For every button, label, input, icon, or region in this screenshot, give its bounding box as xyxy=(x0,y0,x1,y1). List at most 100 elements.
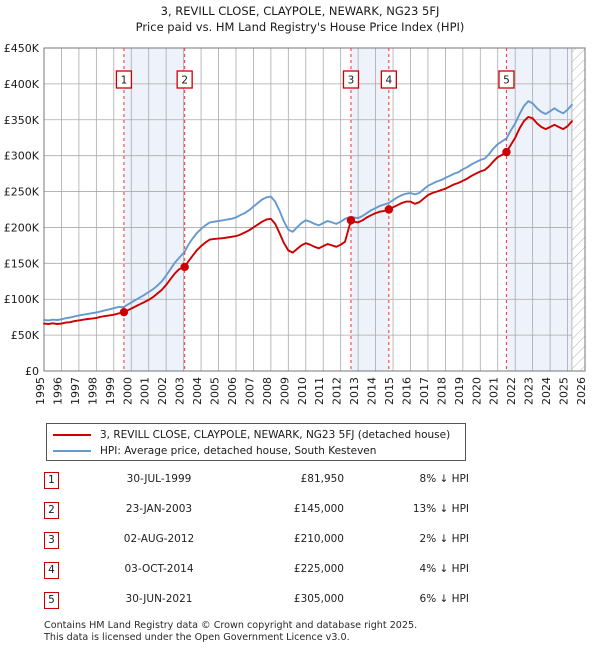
y-axis-tick-label: £0 xyxy=(25,365,39,378)
transaction-badge: 1 xyxy=(44,472,59,489)
transaction-badge: 4 xyxy=(44,562,59,579)
x-axis-tick-label: 2011 xyxy=(313,377,326,405)
transaction-marker-number: 1 xyxy=(121,75,128,87)
x-axis-tick-label: 1999 xyxy=(104,377,117,405)
transaction-date: 23-JAN-2003 xyxy=(125,503,193,515)
x-axis-tick-label: 2012 xyxy=(331,377,344,405)
no-data-region xyxy=(571,48,585,371)
transaction-marker-number: 4 xyxy=(386,75,393,87)
y-axis-tick-label: £250K xyxy=(4,186,40,199)
legend-label-price-paid: 3, REVILL CLOSE, CLAYPOLE, NEWARK, NG23 … xyxy=(100,429,451,441)
legend-item-hpi: HPI: Average price, detached house, Sout… xyxy=(53,443,459,459)
title-line-1: 3, REVILL CLOSE, CLAYPOLE, NEWARK, NG23 … xyxy=(160,4,440,18)
y-axis-tick-label: £350K xyxy=(4,114,40,127)
table-row: 1 30-JUL-1999 £81,950 8% ↓ HPI xyxy=(44,470,474,500)
transaction-marker-number: 5 xyxy=(503,75,510,87)
transaction-hpi-delta: 4% ↓ HPI xyxy=(419,563,469,575)
transaction-price: £210,000 xyxy=(293,533,344,545)
x-axis-tick-label: 2004 xyxy=(191,377,204,405)
x-axis-tick-label: 2001 xyxy=(139,377,152,405)
transaction-date: 03-OCT-2014 xyxy=(124,563,194,575)
transaction-point xyxy=(180,262,189,272)
transactions-table: 1 30-JUL-1999 £81,950 8% ↓ HPI 2 23-JAN-… xyxy=(44,470,474,620)
x-axis-tick-label: 2016 xyxy=(400,377,413,405)
transaction-hpi-delta: 13% ↓ HPI xyxy=(412,503,469,515)
x-axis-tick-label: 2026 xyxy=(575,377,588,405)
x-axis-tick-label: 2015 xyxy=(383,377,396,405)
y-axis-tick-label: £100K xyxy=(4,293,40,306)
x-axis-tick-label: 2006 xyxy=(226,377,239,405)
x-axis-tick-label: 2008 xyxy=(261,377,274,405)
transaction-marker-number: 2 xyxy=(181,75,188,87)
legend-swatch-hpi xyxy=(53,450,91,452)
transaction-date: 30-JUN-2021 xyxy=(125,593,193,605)
hpi-line xyxy=(43,100,573,322)
transaction-marker-badge xyxy=(115,70,133,89)
transaction-point xyxy=(384,205,394,214)
footer-line-1: Contains HM Land Registry data © Crown c… xyxy=(44,620,418,631)
x-axis-tick-label: 2013 xyxy=(348,377,361,405)
transaction-hpi-delta: 8% ↓ HPI xyxy=(419,473,469,485)
y-axis-tick-label: £400K xyxy=(4,78,40,91)
y-axis-tick-label: £50K xyxy=(11,329,40,342)
y-axis-tick-label: £200K xyxy=(4,221,40,234)
transaction-badge: 3 xyxy=(44,532,59,549)
transaction-price: £225,000 xyxy=(293,563,344,575)
x-axis-tick-label: 2021 xyxy=(488,377,501,405)
x-axis-tick-label: 2023 xyxy=(523,377,536,405)
x-axis-tick-label: 2018 xyxy=(435,377,448,405)
x-axis-tick-label: 2019 xyxy=(453,377,466,405)
x-axis-tick-label: 1995 xyxy=(34,377,47,405)
table-row: 5 30-JUN-2021 £305,000 6% ↓ HPI xyxy=(44,590,474,620)
transaction-badge: 5 xyxy=(44,592,59,609)
x-axis-tick-label: 2014 xyxy=(366,377,379,405)
x-axis-tick-label: 2024 xyxy=(540,377,553,405)
page-title: 3, REVILL CLOSE, CLAYPOLE, NEWARK, NG23 … xyxy=(0,3,600,35)
y-axis-tick-label: £300K xyxy=(4,150,40,163)
transaction-marker-badge xyxy=(176,70,193,89)
transaction-point xyxy=(119,307,129,317)
price-history-chart: £0 £50K £100K £150K £200K £250K £300K £350K £400… xyxy=(4,42,588,405)
x-axis-tick-label: 2010 xyxy=(296,377,309,405)
y-axis-tick-label: £450K xyxy=(4,42,40,55)
chart-legend: 3, REVILL CLOSE, CLAYPOLE, NEWARK, NG23 … xyxy=(46,423,466,461)
ownership-band xyxy=(350,48,389,371)
x-axis-tick-label: 2020 xyxy=(470,377,483,405)
x-axis-tick-label: 2000 xyxy=(121,377,134,405)
transaction-price: £145,000 xyxy=(293,503,344,515)
transaction-point xyxy=(346,216,356,225)
title-line-2: Price paid vs. HM Land Registry's House … xyxy=(135,20,465,34)
x-axis-tick-label: 2025 xyxy=(558,377,571,405)
legend-item-price-paid: 3, REVILL CLOSE, CLAYPOLE, NEWARK, NG23 … xyxy=(53,427,459,443)
transaction-marker-badge xyxy=(498,70,515,89)
x-axis-tick-label: 1998 xyxy=(86,377,99,405)
table-row: 4 03-OCT-2014 £225,000 4% ↓ HPI xyxy=(44,560,474,590)
x-axis-tick-label: 2009 xyxy=(278,377,291,405)
x-axis-tick-label: 2007 xyxy=(243,377,256,405)
transaction-date: 02-AUG-2012 xyxy=(123,533,195,545)
legend-swatch-price-paid xyxy=(53,434,91,436)
x-axis-tick-label: 2017 xyxy=(418,377,431,405)
table-row: 3 02-AUG-2012 £210,000 2% ↓ HPI xyxy=(44,530,474,560)
x-axis-tick-label: 2005 xyxy=(209,377,222,405)
copyright-footer: Contains HM Land Registry data © Crown c… xyxy=(44,620,584,643)
ownership-band xyxy=(506,48,572,371)
transaction-hpi-delta: 2% ↓ HPI xyxy=(419,533,469,545)
transaction-hpi-delta: 6% ↓ HPI xyxy=(419,593,469,605)
x-axis-tick-label: 1996 xyxy=(51,377,64,405)
transaction-price: £305,000 xyxy=(293,593,344,605)
x-axis-tick-label: 2022 xyxy=(505,377,518,405)
transaction-badge: 2 xyxy=(44,502,59,519)
x-axis-tick-label: 1997 xyxy=(69,377,82,405)
y-axis-tick-label: £150K xyxy=(4,257,40,270)
transaction-marker-badge xyxy=(342,70,360,89)
transaction-price: £81,950 xyxy=(300,473,344,485)
transaction-point xyxy=(502,147,511,157)
legend-label-hpi: HPI: Average price, detached house, Sout… xyxy=(100,445,377,457)
ownership-band xyxy=(123,48,185,371)
price-paid-line xyxy=(43,115,573,325)
x-axis-tick-label: 2003 xyxy=(174,377,187,405)
transaction-marker-badge xyxy=(380,70,397,89)
transaction-date: 30-JUL-1999 xyxy=(126,473,192,485)
